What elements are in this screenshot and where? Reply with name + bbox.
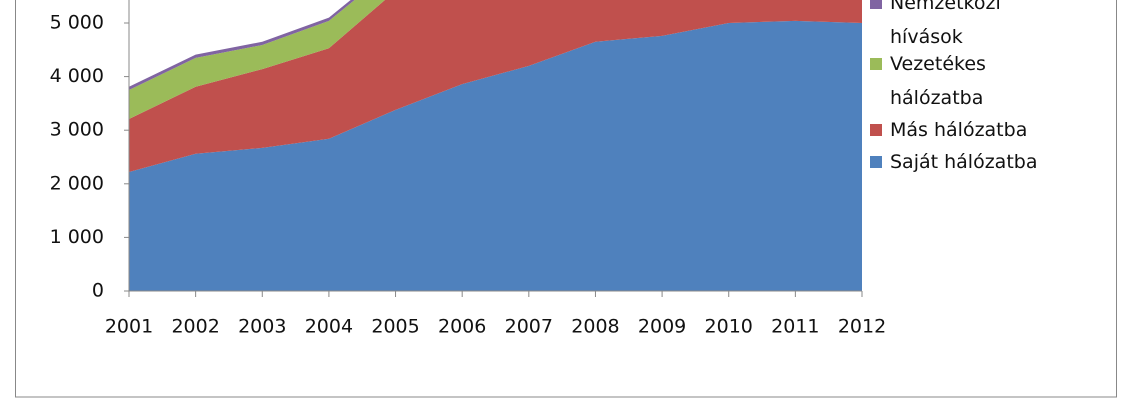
x-tick-label: 2004: [305, 316, 353, 338]
x-tick-label: 2007: [505, 316, 553, 338]
x-tick-label: 2005: [371, 316, 419, 338]
x-tick-label: 2001: [105, 316, 153, 338]
y-tick-label: 3 000: [50, 119, 104, 141]
x-tick-label: 2010: [705, 316, 753, 338]
x-tick-label: 2011: [771, 316, 819, 338]
area: [129, 0, 862, 173]
y-tick-label: 4 000: [50, 65, 104, 87]
chart-frame: [15, 0, 1117, 398]
legend-label: Saját hálózatba: [890, 151, 1038, 173]
legend-swatch: [870, 0, 882, 9]
x-tick-label: 2008: [571, 316, 619, 338]
y-tick-label: 2 000: [50, 172, 104, 194]
legend-item: Vezetékes hálózatba: [870, 47, 1060, 115]
area: [129, 20, 862, 292]
y-tick-label: 0: [92, 280, 104, 302]
legend-label: Nemzetközi hívások: [890, 0, 1001, 48]
y-tick-label: 5 000: [50, 12, 104, 34]
y-tick-label: 1 000: [50, 226, 104, 248]
legend-item: Más hálózatba: [870, 113, 1060, 147]
x-tick-label: 2009: [638, 316, 686, 338]
legend-label: Más hálózatba: [890, 119, 1028, 141]
legend-swatch: [870, 58, 882, 70]
x-tick-label: 2012: [838, 316, 886, 338]
legend-swatch: [870, 156, 882, 168]
legend-item: Nemzetközi hívások: [870, 0, 1060, 54]
x-tick-label: 2003: [238, 316, 286, 338]
x-tick-label: 2002: [171, 316, 219, 338]
legend-swatch: [870, 124, 882, 136]
legend-item: Saját hálózatba: [870, 145, 1060, 179]
x-tick-label: 2006: [438, 316, 486, 338]
legend-label: Vezetékes hálózatba: [890, 53, 986, 109]
area: [129, 0, 385, 119]
